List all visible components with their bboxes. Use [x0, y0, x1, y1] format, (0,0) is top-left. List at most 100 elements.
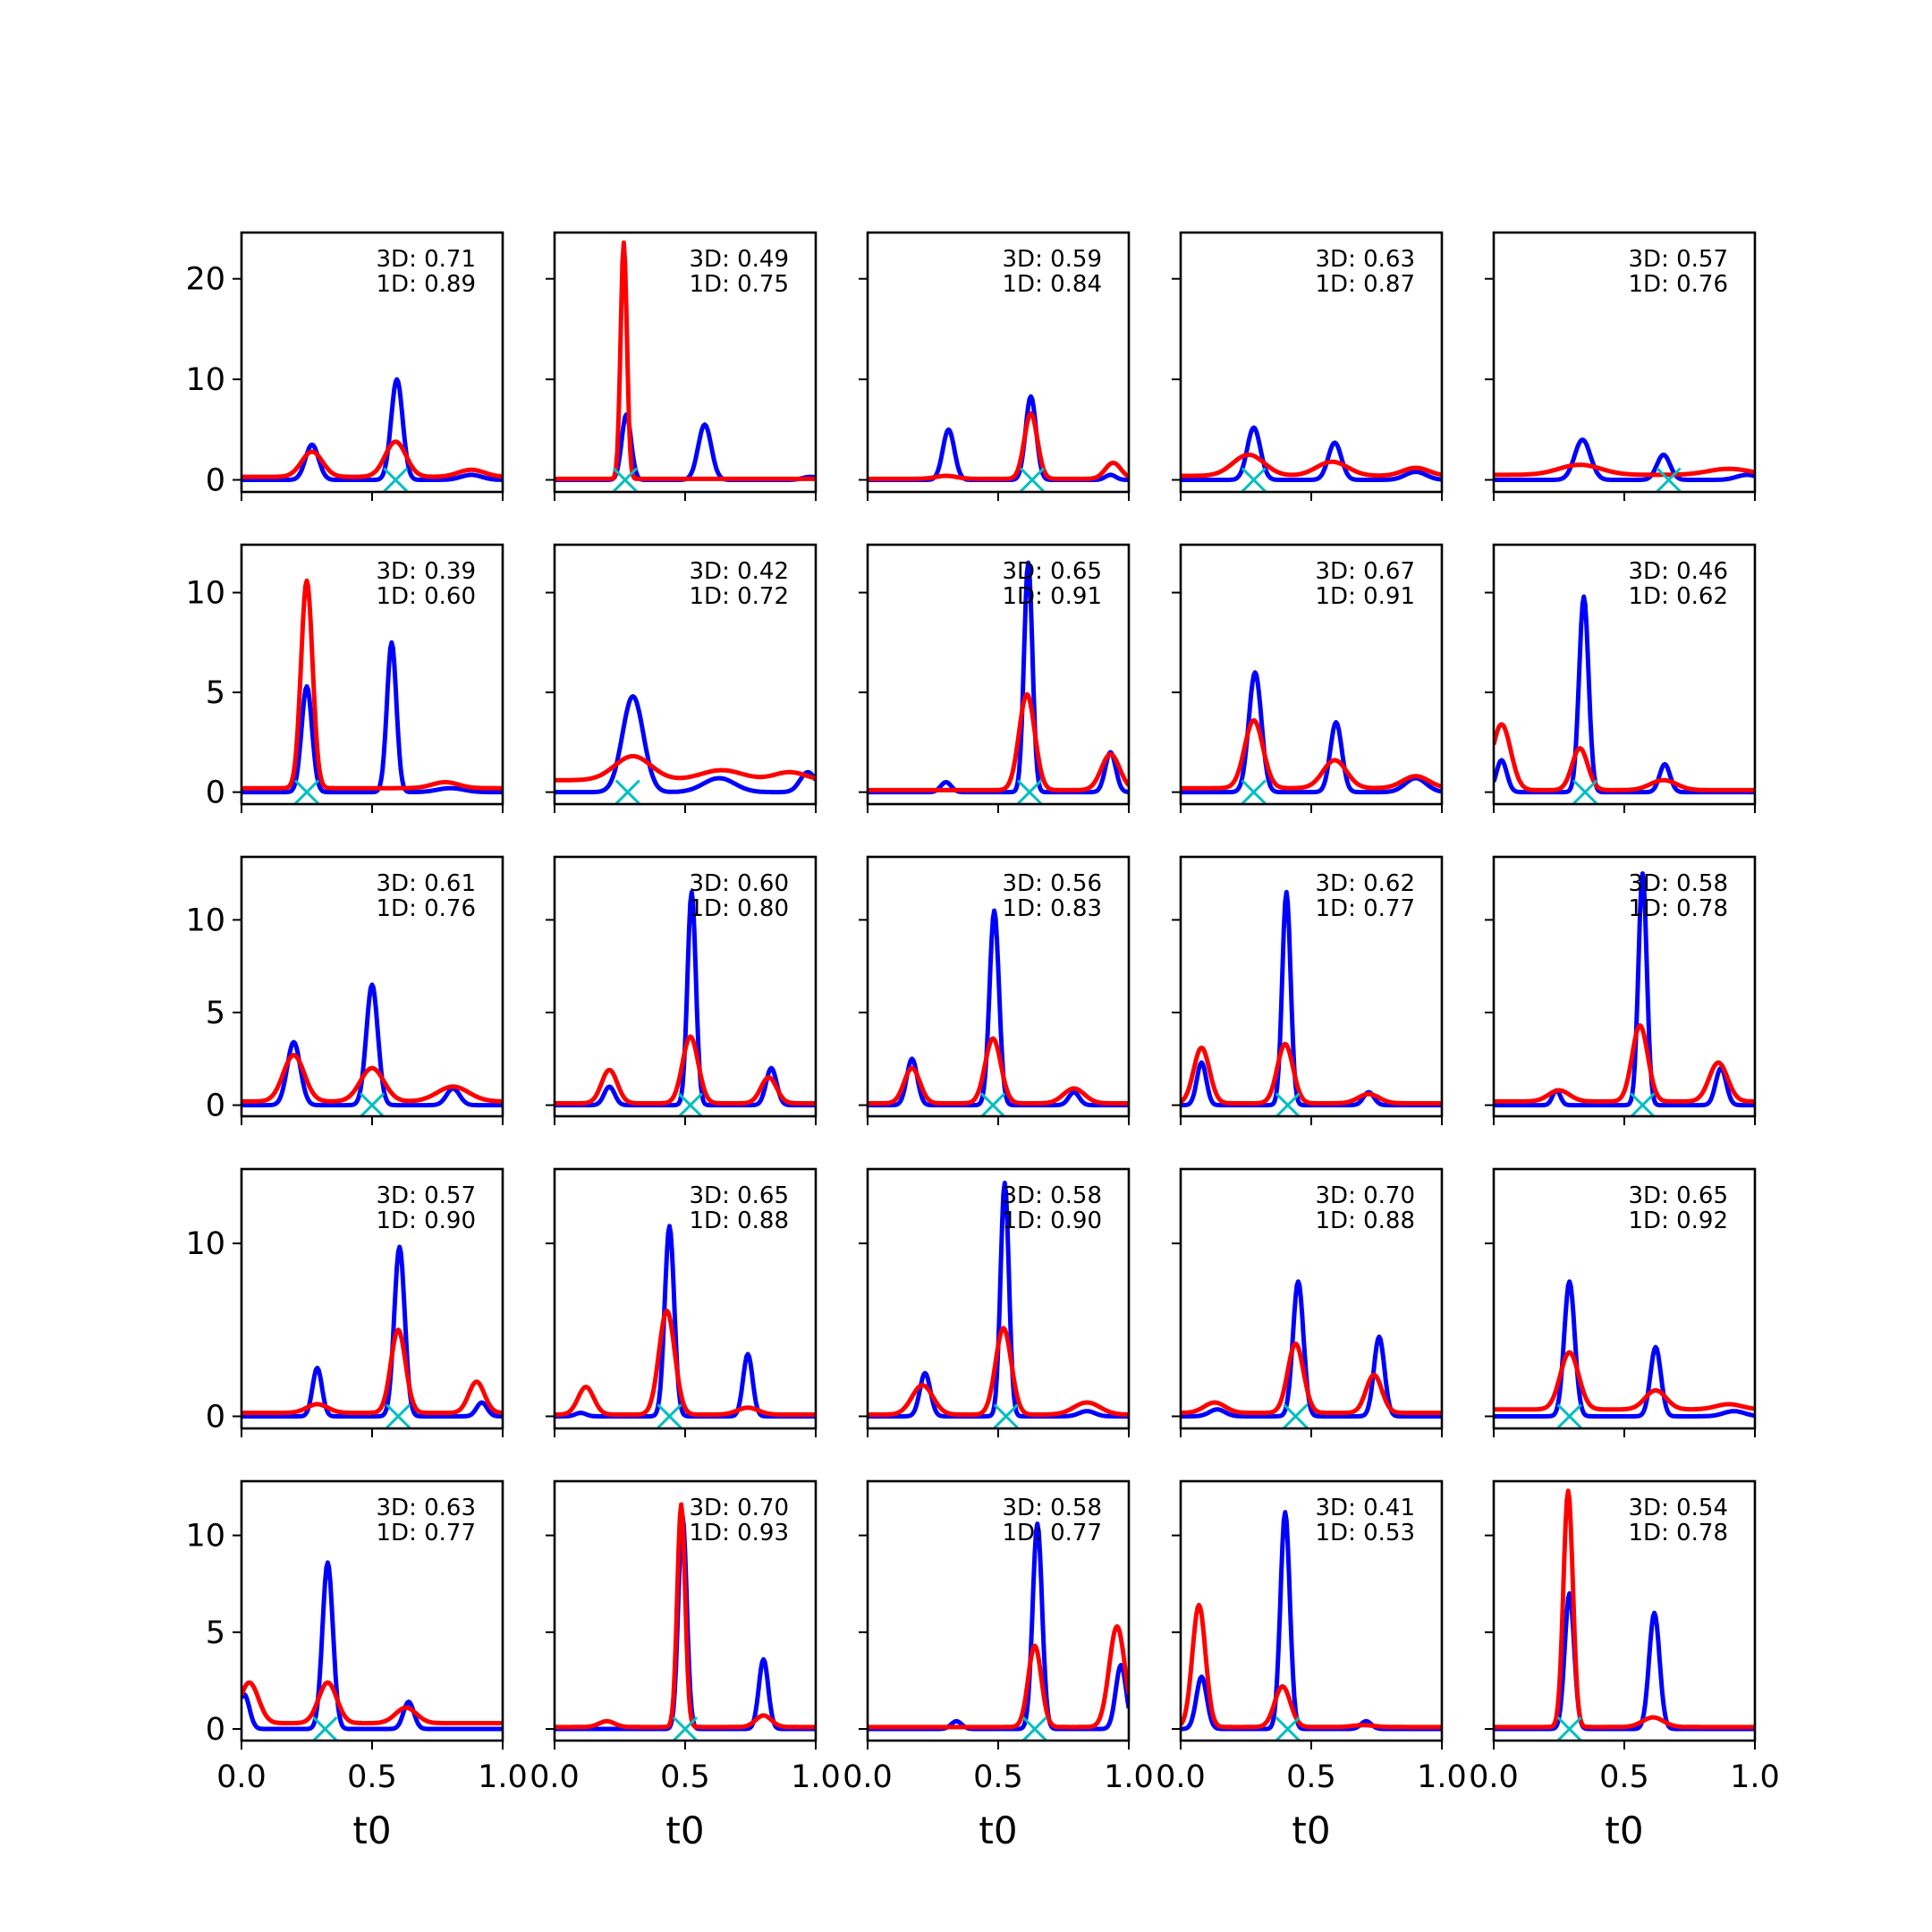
marker-x — [657, 1403, 682, 1429]
x-axis-label: t0 — [352, 1809, 391, 1852]
series-3d-line — [555, 1224, 816, 1419]
marker-stroke — [1630, 1092, 1656, 1118]
marker-x — [1572, 779, 1598, 805]
x-tick-label: 1.0 — [1730, 1759, 1780, 1795]
annotation-3d: 3D: 0.42 — [690, 558, 789, 585]
marker-stroke — [1019, 467, 1046, 493]
marker-x — [677, 1092, 703, 1118]
series-1d-line — [555, 1034, 816, 1106]
series-1d-line — [1494, 462, 1755, 478]
y-tick-label: 20 — [185, 262, 225, 298]
annotation-1d: 1D: 0.88 — [690, 1208, 789, 1234]
x-tick-label: 1.0 — [1104, 1759, 1154, 1795]
marker-x — [1556, 1716, 1582, 1742]
marker-stroke — [1021, 1716, 1047, 1742]
marker-stroke — [614, 779, 640, 805]
series-1d-line — [1181, 1041, 1442, 1106]
annotation-1d: 1D: 0.89 — [377, 271, 476, 298]
series-1d-line — [242, 1053, 503, 1104]
series-1d-line — [555, 240, 816, 481]
annotation-1d: 1D: 0.88 — [1316, 1208, 1415, 1234]
annotation-1d: 1D: 0.72 — [690, 583, 789, 610]
y-tick-label: 10 — [185, 902, 225, 938]
marker-stroke — [383, 467, 409, 493]
x-tick-label: 0.5 — [1286, 1759, 1336, 1795]
annotation-1d: 1D: 0.84 — [1003, 271, 1102, 298]
x-axis-label: t0 — [979, 1809, 1017, 1852]
marker-stroke — [993, 1403, 1019, 1429]
series-3d-line — [242, 1244, 503, 1419]
series-3d-line — [555, 694, 816, 795]
x-tick-label: 0.5 — [1599, 1759, 1649, 1795]
series-3d-line — [868, 1521, 1129, 1732]
annotation-1d: 1D: 0.78 — [1629, 895, 1728, 922]
x-tick-label: 1.0 — [1417, 1759, 1467, 1795]
marker-x — [672, 1716, 699, 1742]
y-tick-label: 10 — [185, 1226, 225, 1262]
marker-x — [1656, 467, 1682, 493]
annotation-1d: 1D: 0.77 — [1003, 1520, 1102, 1546]
series-1d-line — [868, 691, 1129, 792]
annotation-3d: 3D: 0.61 — [377, 870, 476, 897]
x-tick-label: 0.0 — [530, 1759, 580, 1795]
marker-x — [993, 1403, 1019, 1429]
annotation-1d: 1D: 0.62 — [1629, 583, 1728, 610]
annotation-3d: 3D: 0.41 — [1316, 1495, 1415, 1521]
annotation-1d: 1D: 0.77 — [1316, 895, 1415, 922]
annotation-3d: 3D: 0.71 — [377, 246, 476, 273]
annotation-3d: 3D: 0.58 — [1629, 870, 1728, 897]
annotation-1d: 1D: 0.91 — [1316, 583, 1415, 610]
series-1d-line — [868, 411, 1129, 481]
annotation-1d: 1D: 0.76 — [1629, 271, 1728, 298]
annotation-1d: 1D: 0.90 — [1003, 1208, 1102, 1234]
y-tick-label: 10 — [185, 1519, 225, 1555]
marker-stroke — [1275, 1092, 1301, 1118]
x-axis-label: t0 — [1605, 1809, 1643, 1852]
x-tick-label: 0.0 — [216, 1759, 267, 1795]
marker-x — [1019, 467, 1046, 493]
marker-x — [293, 779, 320, 805]
series-1d-line — [1181, 452, 1442, 479]
y-tick-label: 0 — [206, 463, 225, 499]
marker-stroke — [1656, 467, 1682, 493]
annotation-1d: 1D: 0.83 — [1003, 895, 1102, 922]
annotation-3d: 3D: 0.65 — [1003, 558, 1102, 585]
annotation-3d: 3D: 0.65 — [1629, 1182, 1728, 1209]
y-tick-label: 10 — [185, 362, 225, 398]
series-3d-line — [242, 640, 503, 795]
marker-stroke — [612, 467, 638, 493]
marker-x — [1016, 779, 1043, 805]
series-1d-line — [242, 578, 503, 791]
series-3d-line — [242, 982, 503, 1108]
series-3d-line — [1494, 1279, 1755, 1419]
y-tick-label: 5 — [206, 996, 225, 1031]
series-3d-line — [555, 411, 816, 482]
y-tick-label: 0 — [206, 1712, 225, 1748]
x-tick-label: 0.0 — [843, 1759, 893, 1795]
series-3d-line — [1494, 437, 1755, 482]
marker-stroke — [1283, 1403, 1309, 1429]
annotation-1d: 1D: 0.78 — [1629, 1520, 1728, 1546]
annotation-1d: 1D: 0.60 — [377, 583, 476, 610]
series-1d-line — [242, 1327, 503, 1416]
marker-stroke — [1556, 1716, 1582, 1742]
marker-x — [612, 467, 638, 493]
marker-stroke — [1241, 779, 1267, 805]
y-tick-label: 10 — [185, 576, 225, 612]
annotation-1d: 1D: 0.87 — [1316, 271, 1415, 298]
annotation-1d: 1D: 0.92 — [1629, 1208, 1728, 1234]
x-tick-label: 1.0 — [791, 1759, 841, 1795]
marker-x — [1556, 1403, 1582, 1429]
